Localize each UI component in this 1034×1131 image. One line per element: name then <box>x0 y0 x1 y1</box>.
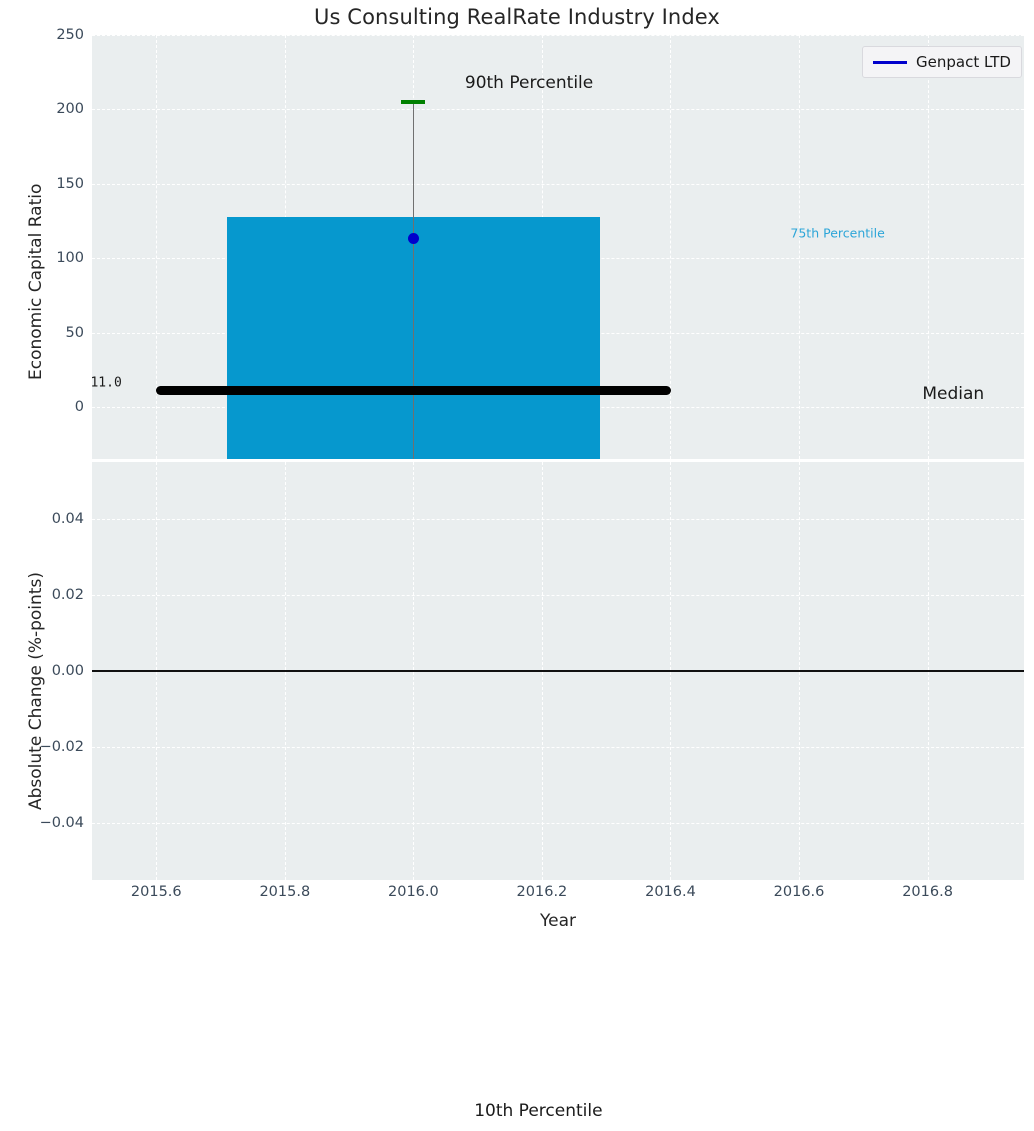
gridline-horizontal <box>92 747 1024 748</box>
whisker-cap-90th-percentile <box>401 100 425 104</box>
legend-swatch-genpact-ltd <box>873 61 907 64</box>
x-axis-ticks: 2015.6 2015.8 2016.0 2016.2 2016.4 2016.6 2016… <box>92 884 1024 908</box>
annotation-10th-percentile: 10th Percentile <box>474 1101 602 1121</box>
y-axis-tick-label: 0 <box>6 399 84 415</box>
legend-label-genpact-ltd: Genpact LTD <box>916 53 1011 71</box>
y-axis-tick-label: 0.04 <box>6 511 84 527</box>
gridline-horizontal <box>92 519 1024 520</box>
x-axis-tick-label: 2016.0 <box>388 884 439 900</box>
median-value-label: 11.0 <box>92 375 122 390</box>
median-line <box>156 386 670 395</box>
chart-title: Us Consulting RealRate Industry Index <box>0 5 1034 29</box>
x-axis-label: Year <box>92 911 1024 931</box>
gridline-horizontal <box>92 35 1024 36</box>
annotation-75th-percentile: 75th Percentile <box>790 225 884 240</box>
gridline-vertical <box>799 35 800 459</box>
plot-area-absolute-change <box>92 462 1024 880</box>
y-axis-tick-label: −0.04 <box>6 815 84 831</box>
annotation-90th-percentile: 90th Percentile <box>465 73 593 93</box>
chart-figure: Us Consulting RealRate Industry Index 11… <box>0 0 1034 1131</box>
y-axis-tick-label: 200 <box>6 101 84 117</box>
x-axis-tick-label: 2015.6 <box>131 884 182 900</box>
x-axis-tick-label: 2015.8 <box>259 884 310 900</box>
y-axis-label-bottom: Absolute Change (%-points) <box>26 572 46 810</box>
gridline-horizontal <box>92 823 1024 824</box>
gridline-horizontal <box>92 595 1024 596</box>
x-axis-tick-label: 2016.4 <box>645 884 696 900</box>
gridline-horizontal <box>92 109 1024 110</box>
annotation-median: Median <box>922 384 984 404</box>
x-axis-tick-label: 2016.2 <box>517 884 568 900</box>
gridline-vertical <box>670 35 671 459</box>
gridline-horizontal <box>92 184 1024 185</box>
whisker-line <box>413 102 415 459</box>
legend[interactable]: Genpact LTD <box>862 46 1022 78</box>
zero-reference-line <box>92 670 1024 672</box>
x-axis-tick-label: 2016.8 <box>902 884 953 900</box>
plot-area-economic-capital-ratio: 11.0 90th Percentile 75th Percentile Med… <box>92 35 1024 459</box>
gridline-vertical <box>156 35 157 459</box>
y-axis-tick-label: 250 <box>6 27 84 43</box>
x-axis-tick-label: 2016.6 <box>774 884 825 900</box>
y-axis-label-top: Economic Capital Ratio <box>26 184 46 380</box>
